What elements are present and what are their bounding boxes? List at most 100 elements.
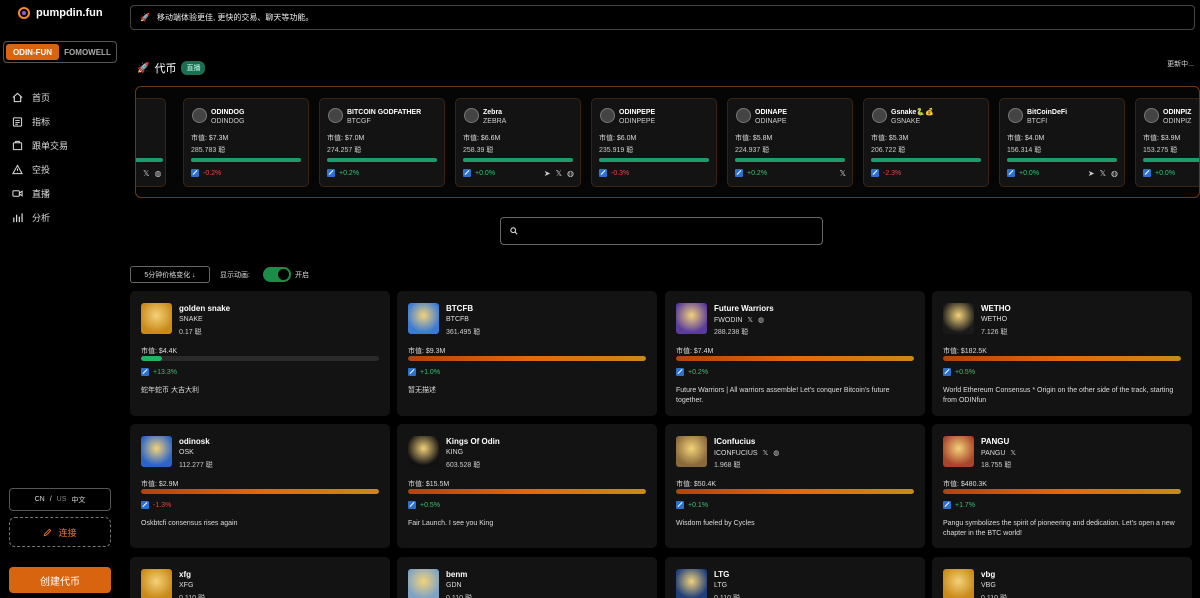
ticker-card-header: ODINDOG ODINDOG	[192, 108, 244, 126]
change-value: -1.3%	[153, 501, 172, 509]
globe-icon[interactable]: ◍	[758, 317, 765, 324]
token-symbol: PANGU	[981, 449, 1006, 457]
x-icon[interactable]: 𝕏	[762, 450, 769, 457]
x-icon[interactable]: 𝕏	[747, 317, 754, 324]
price-change: -0.3%	[599, 169, 629, 177]
logo[interactable]: pumpdin.fun	[18, 7, 103, 19]
ticker-card[interactable]: Zebra ZEBRA 市值: $6.6M 258.39 聪 +0.0% ➤ 𝕏 ◍	[455, 98, 581, 187]
market-cap: 市值: $6.0M	[599, 135, 637, 142]
change-value: -0.2%	[203, 169, 222, 177]
chain-flag-icon	[408, 501, 416, 509]
token-card[interactable]: Kings Of Odin KING 603.528 聪市值: $15.5M +0.5…	[397, 424, 657, 548]
lang-label: 中文	[71, 496, 86, 504]
holders: 112.277 聪	[179, 462, 213, 469]
token-card[interactable]: xfg XFG 0.110 聪	[130, 557, 390, 598]
sidebar-item-label: 指标	[32, 116, 51, 127]
x-icon[interactable]: 𝕏	[143, 169, 150, 178]
token-card[interactable]: vbg VBG 0.110 聪	[932, 557, 1192, 598]
token-name: LTG	[714, 570, 730, 579]
token-avatar	[408, 569, 439, 598]
lang-separator: /	[49, 496, 52, 503]
token-card[interactable]: IConfucius ICONFUCIUS 𝕏 ◍ 1.968 聪市值: $50.4K +…	[665, 424, 925, 548]
lang-cn: CN	[34, 496, 45, 503]
sidebar-item-live[interactable]: 直播	[12, 181, 68, 205]
token-avatar	[676, 436, 707, 467]
sidebar-item-home[interactable]: 首页	[12, 85, 68, 109]
x-icon[interactable]: 𝕏	[1099, 169, 1107, 178]
mobile-banner[interactable]: 🚀 移动端体验更佳, 更快的交易、聊天等功能。	[130, 5, 1195, 30]
ticker-card[interactable]: BitCoinDeFi BTCFI 市值: $4.0M 156.314 聪 +0.0% ➤…	[999, 98, 1125, 187]
token-card[interactable]: BTCFB BTCFB 361.495 聪市值: $9.3M +1.0% 暂无描述	[397, 291, 657, 416]
market-cap: 市值: $15.5M	[408, 481, 450, 488]
sidebar-item-label: 跟单交易	[32, 140, 69, 151]
mode-odin-fun-button[interactable]: ODIN-FUN	[6, 44, 59, 60]
token-symbol: LTG	[714, 582, 728, 589]
logo-icon	[18, 7, 30, 19]
token-card[interactable]: LTG LTG 0.110 聪	[665, 557, 925, 598]
change-value: +0.5%	[420, 501, 441, 509]
ticker-card-title: ODINPIZ ODINPIZ	[1163, 108, 1191, 126]
language-switch[interactable]: CN / US 中文	[9, 488, 111, 511]
token-card[interactable]: PANGU PANGU 𝕏 18.755 聪市值: $480.3K +1.7% Pangu…	[932, 424, 1192, 548]
x-icon[interactable]: 𝕏	[555, 169, 563, 178]
analytics-icon	[13, 212, 23, 222]
sidebar-item-airdrop[interactable]: 空投	[12, 157, 68, 181]
token-card[interactable]: odinosk OSK 112.277 聪市值: $2.9M -1.3% Oskbtcf…	[130, 424, 390, 548]
telegram-icon[interactable]: ➤	[543, 169, 551, 178]
ticker-card-title: Zebra ZEBRA	[483, 108, 506, 126]
bonding-progress-bar	[676, 489, 914, 494]
change-value: +0.2%	[747, 169, 768, 177]
price-change: +0.2%	[676, 368, 708, 376]
token-symbol: VBG	[981, 582, 996, 589]
price-change: -1.3%	[141, 501, 171, 509]
sidebar-item-copy-trade[interactable]: 跟单交易	[12, 133, 68, 157]
ticker-card-header: Zebra ZEBRA	[464, 108, 506, 126]
token-name: benm	[446, 570, 468, 579]
chain-flag-icon	[676, 368, 684, 376]
token-symbol: OSK	[179, 449, 194, 456]
chain-flag-icon	[943, 368, 951, 376]
token-symbol: WETHO	[981, 316, 1008, 323]
ticker-card[interactable]: ODINPIZ ODINPIZ 市值: $3.9M 153.275 聪 +0.0%	[1135, 98, 1199, 187]
x-icon[interactable]: 𝕏	[839, 169, 846, 178]
mode-fomowell-button[interactable]: FOMOWELL	[64, 47, 111, 57]
sidebar-item-analytics[interactable]: 分析	[12, 205, 68, 229]
token-symbol: SNAKE	[179, 316, 203, 323]
x-icon[interactable]: 𝕏	[1010, 450, 1017, 457]
ticker-card[interactable]: ODINPEPE ODINPEPE 市值: $6.0M 235.919 聪 -0.3%	[591, 98, 717, 187]
price-change: +0.5%	[408, 501, 440, 509]
ticker-progress-bar	[1007, 158, 1117, 162]
sidebar-nav: 首页 指标 跟单交易 空投 直播 分析	[12, 85, 68, 229]
change-value: +13.3%	[153, 368, 177, 376]
animation-toggle[interactable]	[263, 267, 291, 282]
chain-flag-icon	[943, 501, 951, 509]
token-card[interactable]: golden snake SNAKE 0.17 聪市值: $4.4K +13.3% 蛇年…	[130, 291, 390, 416]
ticker-card-header: ODINPEPE ODINPEPE	[600, 108, 655, 126]
token-symbol: ODINPEPE	[619, 118, 656, 125]
globe-icon[interactable]: ◍	[154, 169, 162, 178]
search-box[interactable]	[500, 217, 823, 245]
ticker-card[interactable]: ODINDOG ODINDOG 市值: $7.3M 285.783 聪 -0.2%	[183, 98, 309, 187]
price-change: +0.2%	[327, 169, 359, 177]
globe-icon[interactable]: ◍	[1111, 169, 1118, 178]
sort-select[interactable]: 5分钟价格变化 ↓	[130, 266, 210, 283]
ticker-card[interactable]: Gsnake🐍💰 GSNAKE 市值: $5.3M 206.722 聪 -2.3%	[863, 98, 989, 187]
search-input[interactable]	[524, 226, 814, 236]
create-token-button[interactable]: 创建代币	[9, 567, 111, 593]
ticker-card[interactable]: ODINAPE ODINAPE 市值: $5.8M 224.937 聪 +0.2% 𝕏	[727, 98, 853, 187]
telegram-icon[interactable]: ➤	[1087, 169, 1095, 178]
ticker-card-partial[interactable]: 𝕏 ◍	[136, 98, 166, 187]
ticker-card[interactable]: BITCOIN GODFATHER BTCGF 市值: $7.0M 274.257 聪…	[319, 98, 445, 187]
token-card[interactable]: Future Warriors FWODIN 𝕏 ◍ 288.238 聪市值: $7.4…	[665, 291, 925, 416]
token-name: Future Warriors	[714, 304, 774, 313]
globe-icon[interactable]: ◍	[567, 169, 574, 178]
chain-flag-icon	[676, 501, 684, 509]
globe-icon[interactable]: ◍	[773, 450, 780, 457]
sidebar-item-metrics[interactable]: 指标	[12, 109, 68, 133]
token-card[interactable]: WETHO WETHO 7.126 聪市值: $182.5K +0.5% World E…	[932, 291, 1192, 416]
holders: 258.39 聪	[463, 147, 494, 154]
connect-button[interactable]: 连接	[9, 517, 111, 547]
progress-fill	[141, 356, 163, 361]
token-symbol: ICONFUCIUS	[714, 449, 758, 457]
token-card[interactable]: benm GDN 0.110 聪	[397, 557, 657, 598]
